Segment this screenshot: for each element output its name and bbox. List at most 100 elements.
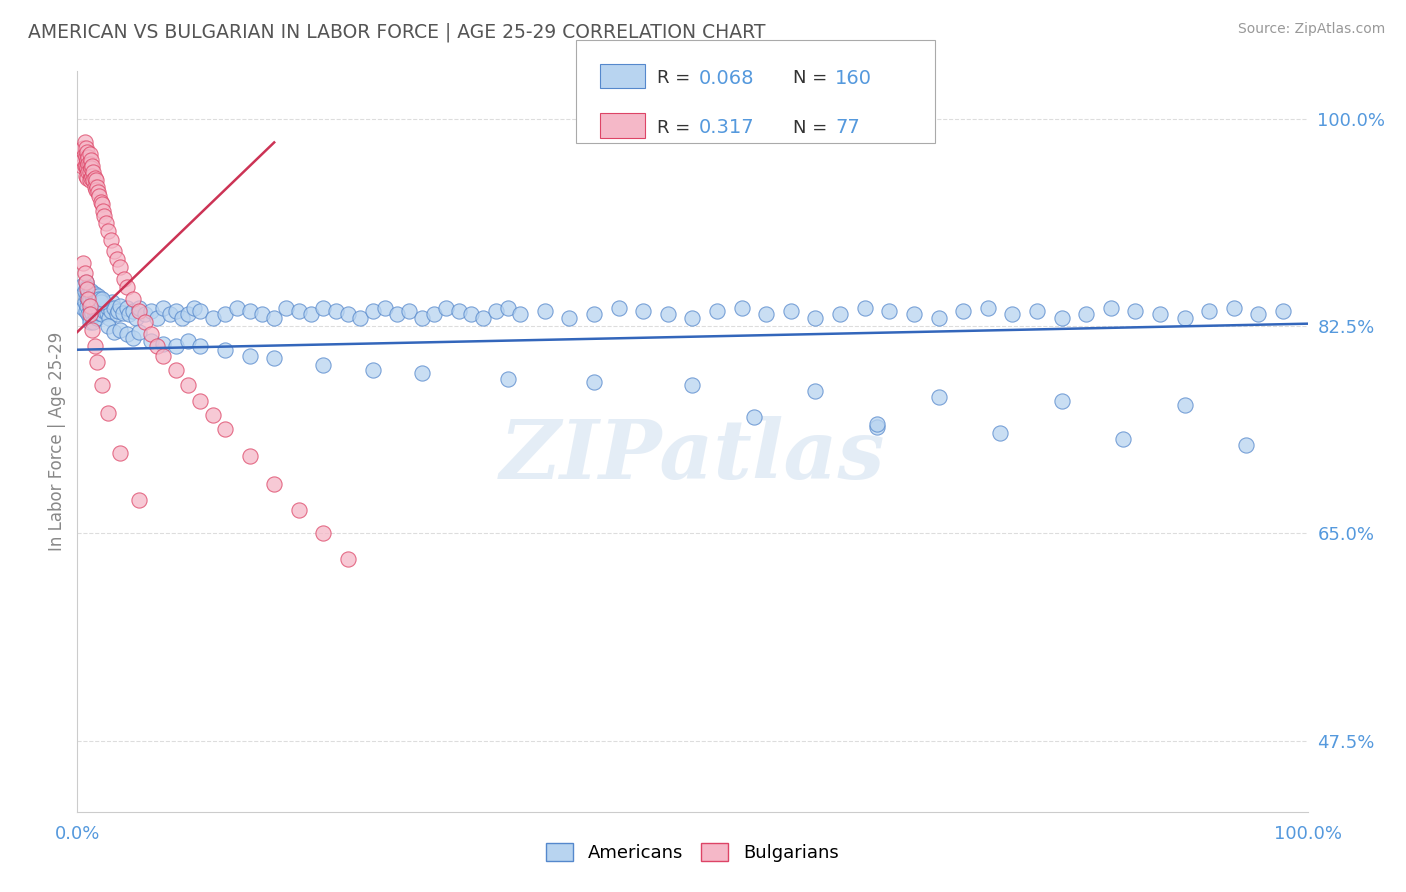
Point: [103, 244, 125, 259]
Point: [87, 302, 110, 317]
Point: [101, 295, 124, 310]
Point: [73, 159, 96, 173]
Point: [76, 161, 98, 176]
Point: [607, 301, 630, 316]
Point: [110, 446, 132, 460]
Point: [496, 372, 519, 386]
Point: [73, 136, 96, 150]
Point: [146, 310, 169, 325]
Point: [70, 159, 93, 173]
Point: [952, 303, 974, 318]
Point: [312, 358, 335, 372]
Point: [288, 303, 311, 318]
Point: [1125, 303, 1147, 318]
Point: [534, 303, 557, 318]
Point: [97, 301, 120, 316]
Point: [398, 303, 420, 318]
Point: [110, 299, 132, 313]
Text: R =: R =: [657, 119, 696, 136]
Point: [1223, 301, 1246, 316]
Point: [84, 183, 107, 197]
Point: [79, 292, 101, 306]
Point: [80, 171, 103, 186]
Point: [177, 307, 200, 321]
Point: [76, 145, 98, 159]
Point: [80, 303, 103, 318]
Point: [84, 292, 107, 306]
Point: [201, 408, 224, 422]
Point: [239, 349, 262, 363]
Point: [1272, 303, 1295, 318]
Point: [423, 307, 446, 321]
Point: [276, 301, 298, 316]
Point: [79, 310, 101, 325]
Point: [76, 299, 98, 313]
Point: [226, 301, 249, 316]
Point: [250, 307, 273, 321]
Point: [90, 194, 112, 209]
Point: [152, 301, 174, 316]
Point: [188, 303, 212, 318]
Point: [361, 363, 384, 377]
Point: [214, 343, 236, 357]
Point: [165, 339, 187, 353]
Point: [76, 153, 98, 168]
Point: [97, 405, 120, 419]
Point: [1112, 432, 1135, 446]
Point: [214, 422, 236, 436]
Point: [90, 292, 114, 306]
Point: [1247, 307, 1270, 321]
Point: [100, 303, 122, 318]
Point: [682, 310, 704, 325]
Point: [115, 280, 138, 294]
Point: [263, 476, 285, 491]
Point: [84, 303, 107, 318]
Point: [830, 307, 852, 321]
Point: [93, 209, 115, 223]
Point: [928, 390, 950, 404]
Point: [77, 287, 100, 301]
Point: [312, 526, 335, 541]
Point: [89, 292, 111, 306]
Point: [780, 303, 803, 318]
Point: [79, 165, 101, 179]
Point: [731, 301, 754, 316]
Point: [447, 303, 470, 318]
Point: [141, 303, 163, 318]
Text: R =: R =: [657, 70, 696, 87]
Point: [239, 303, 262, 318]
Point: [177, 334, 200, 349]
Point: [73, 266, 96, 280]
Point: [83, 339, 105, 353]
Point: [105, 307, 128, 321]
Point: [80, 161, 103, 176]
Point: [82, 295, 104, 310]
Point: [633, 303, 655, 318]
Text: 160: 160: [835, 69, 872, 88]
Point: [125, 310, 148, 325]
Point: [583, 307, 606, 321]
Point: [121, 331, 143, 345]
Point: [80, 287, 103, 301]
Point: [77, 292, 100, 306]
Point: [97, 319, 120, 334]
Point: [121, 303, 143, 318]
Point: [79, 295, 101, 310]
Point: [82, 301, 104, 316]
Point: [1026, 303, 1049, 318]
Point: [89, 296, 111, 310]
Point: [152, 336, 174, 351]
Point: [79, 147, 101, 161]
Point: [1099, 301, 1122, 316]
Point: [84, 173, 107, 187]
Point: [91, 204, 114, 219]
Point: [214, 307, 236, 321]
Point: [73, 295, 96, 310]
Point: [509, 307, 531, 321]
Point: [75, 159, 97, 173]
Point: [485, 303, 508, 318]
Point: [72, 277, 94, 292]
Point: [134, 316, 156, 330]
Point: [879, 303, 901, 318]
Point: [75, 275, 97, 289]
